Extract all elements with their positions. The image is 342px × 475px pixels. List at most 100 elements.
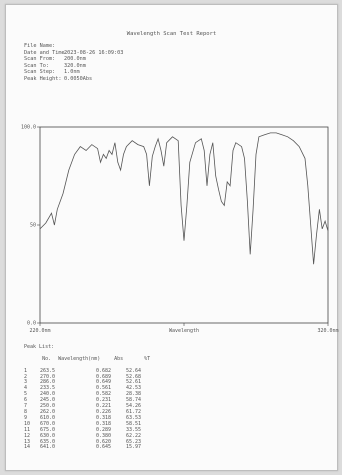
peak-row: 3 286.0 0.649 52.61 (24, 380, 170, 386)
peak-cell: 52.68 (126, 373, 142, 380)
peak-row: 6 245.0 0.231 58.74 (24, 397, 170, 404)
peak-list: Peak List: No. Wavelength(nm) Abs %T 1 263.5… (24, 344, 170, 452)
meta-row: Date and Time:2023-08-26 16:09:03 (24, 50, 123, 57)
peak-cell: 250.0 (40, 403, 56, 410)
peak-list-title: Peak List: (24, 344, 55, 350)
peak-cell: 15.97 (126, 444, 142, 451)
peak-cell: 6 (24, 397, 28, 404)
peak-cell: 0.221 (96, 403, 112, 410)
peak-cell: 4 (24, 385, 28, 392)
meta-value: 2023-08-26 16:09:03 (64, 49, 124, 56)
meta-value: 200.0nm (64, 56, 86, 63)
peak-row: 14 641.0 0.645 15.97 (24, 445, 170, 451)
y-tick-label: 100.0 (21, 125, 36, 131)
peak-cell: 52.61 (126, 379, 142, 386)
y-tick-label: 50 (30, 223, 36, 229)
x-tick-label: 320.0nm (317, 328, 338, 334)
peak-cell: 0.380 (96, 432, 112, 439)
meta-row: File Name: (24, 43, 123, 50)
peak-cell: 65.23 (126, 438, 142, 445)
col-abs: Abs (114, 355, 124, 362)
report-title: Wavelength Scan Test Report (126, 31, 217, 37)
peak-row: 10 670.0 0.318 58.51 (24, 420, 170, 428)
peak-cell: 14 (24, 444, 31, 451)
meta-row: Scan Step: 1.0nm (24, 69, 123, 76)
peak-cell: 0.289 (96, 426, 112, 433)
peak-cell: 8 (24, 408, 28, 415)
peak-cell: 233.5 (40, 385, 56, 392)
peak-cell: 5 (24, 391, 28, 398)
meta-value: 0.0050Abs (64, 75, 93, 82)
meta-label: File Name: (24, 43, 56, 49)
peak-cell: 0.649 (96, 379, 112, 386)
peak-cell: 262.0 (40, 408, 56, 415)
x-tick-label: Wavelength (169, 328, 199, 334)
peak-cell: 0.226 (96, 408, 112, 415)
peak-row: 13 635.0 0.620 65.23 (24, 438, 170, 446)
meta-value: 1.0nm (64, 69, 80, 76)
peak-row: 9 610.0 0.318 63.53 (24, 414, 170, 422)
meta-label: Scan To: (24, 62, 49, 69)
y-tick-label: 0.0 (27, 321, 36, 327)
peak-cell: 42.53 (126, 385, 142, 392)
peak-cell: 286.0 (40, 379, 56, 386)
series-line (39, 132, 329, 265)
peak-cell: 52.64 (126, 367, 142, 374)
peak-row: 1 263.5 0.682 52.64 (24, 367, 170, 375)
peak-rows: 1 263.5 0.682 52.64 2 270.0 0.689 52.68 3 286.0 0.… (24, 367, 170, 452)
peak-cell: 58.74 (126, 397, 142, 404)
peak-cell: 245.0 (40, 397, 56, 404)
wavelength-chart: 100.0 50 0.0 220.0nm Wavelength 320.0nm (21, 121, 339, 337)
peak-cell: 0.318 (96, 420, 112, 427)
peak-cell: 270.0 (40, 373, 56, 380)
peak-cell: 13 (24, 438, 31, 445)
meta-value: 320.0nm (64, 62, 86, 69)
meta-label: Date and Time: (24, 49, 68, 56)
peak-row: 8 262.0 0.226 61.72 (24, 408, 170, 416)
peak-cell: 0.582 (96, 391, 112, 398)
meta-row: Scan To: 320.0nm (24, 63, 123, 70)
plot-frame (39, 126, 329, 324)
peak-cell: 33.55 (126, 426, 142, 433)
peak-cell: 0.561 (96, 385, 112, 392)
peak-cell: 0.620 (96, 438, 112, 445)
meta-label: Scan Step: (24, 69, 56, 76)
peak-row: 2 270.0 0.689 52.68 (24, 373, 170, 381)
peak-cell: 12 (24, 432, 31, 439)
peak-cell: 0.682 (96, 367, 112, 374)
peak-cell: 670.0 (40, 420, 56, 427)
peak-cell: 675.0 (40, 426, 56, 433)
peak-row: 7 250.0 0.221 54.26 (24, 403, 170, 410)
x-tick-label: 220.0nm (29, 328, 50, 334)
peak-cell: 7 (24, 403, 28, 410)
col-wavelength: Wavelength(nm) (58, 355, 101, 362)
peak-cell: 54.26 (126, 403, 142, 410)
peak-row: 12 630.0 0.380 62.22 (24, 432, 170, 440)
peak-cell: 630.0 (40, 432, 56, 439)
peak-cell: 0.645 (96, 444, 112, 451)
peak-cell: 62.22 (126, 432, 142, 439)
col-no: No. (42, 355, 52, 362)
peak-row: 4 233.5 0.561 42.53 (24, 385, 170, 392)
peak-cell: 1 (24, 367, 28, 374)
peak-cell: 610.0 (40, 414, 56, 421)
peak-cell: 61.72 (126, 408, 142, 415)
peak-cell: 9 (24, 414, 28, 421)
peak-list-header: No. Wavelength(nm) Abs %T (24, 351, 170, 369)
peak-cell: 0.318 (96, 414, 112, 421)
peak-cell: 63.53 (126, 414, 142, 421)
meta-label: Scan From: (24, 56, 56, 63)
peak-cell: 635.0 (40, 438, 56, 445)
peak-cell: 263.5 (40, 367, 56, 374)
col-t: %T (144, 355, 151, 362)
peak-cell: 641.0 (40, 444, 56, 451)
peak-cell: 10 (24, 420, 31, 427)
peak-cell: 3 (24, 379, 28, 386)
meta-label: Peak Height: (24, 75, 62, 82)
peak-cell: 11 (24, 426, 31, 433)
peak-cell: 0.689 (96, 373, 112, 380)
peak-cell: 240.0 (40, 391, 56, 398)
peak-row: 5 240.0 0.582 28.38 (24, 391, 170, 398)
peak-row: 11 675.0 0.289 33.55 (24, 426, 170, 434)
